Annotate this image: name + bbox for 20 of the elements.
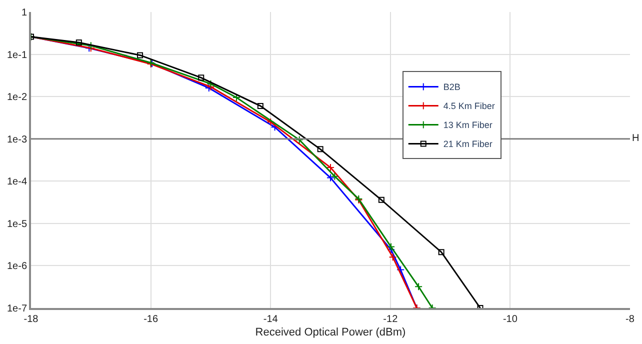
y-tick-label: 1e-7 bbox=[6, 304, 28, 314]
y-tick-label: 1e-2 bbox=[6, 92, 28, 104]
legend-label: 13 Km Fiber bbox=[443, 120, 492, 130]
y-tick-label: 1e-4 bbox=[6, 176, 28, 188]
x-tick-label: -16 bbox=[144, 314, 158, 325]
x-tick-label: -12 bbox=[383, 314, 398, 325]
x-axis-title: Received Optical Power (dBm) bbox=[255, 326, 406, 339]
ref-line-label: H bbox=[632, 133, 640, 144]
x-tick-label: -8 bbox=[626, 314, 635, 325]
x-tick-label: -18 bbox=[24, 314, 39, 325]
legend-label: B2B bbox=[443, 82, 460, 92]
y-tick-label: 1e-6 bbox=[6, 261, 28, 272]
x-tick-label: -10 bbox=[502, 314, 518, 325]
y-tick-label: 1e-1 bbox=[6, 50, 28, 61]
y-tick-label: 1e-3 bbox=[6, 134, 28, 146]
legend-label: 21 Km Fiber bbox=[443, 139, 492, 150]
y-tick-label: 1 bbox=[21, 8, 28, 18]
x-tick-label: -14 bbox=[263, 314, 278, 325]
y-tick-label: 1e-5 bbox=[6, 218, 28, 230]
legend-label: 4.5 Km Fiber bbox=[443, 101, 495, 112]
